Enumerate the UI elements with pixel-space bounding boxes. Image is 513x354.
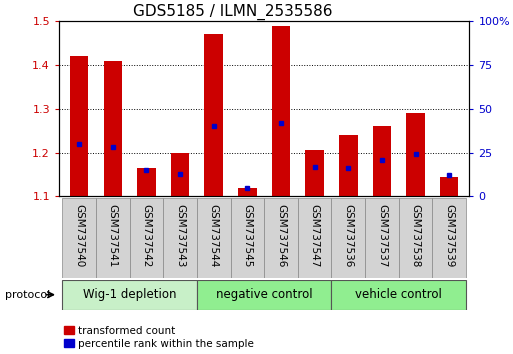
Text: GSM737547: GSM737547 <box>310 204 320 267</box>
Bar <box>205 34 223 196</box>
Text: GSM737543: GSM737543 <box>175 204 185 267</box>
Text: vehicle control: vehicle control <box>356 288 442 301</box>
Bar <box>406 113 425 196</box>
Bar <box>230 198 264 278</box>
Text: GDS5185 / ILMN_2535586: GDS5185 / ILMN_2535586 <box>133 4 332 20</box>
Bar <box>339 135 358 196</box>
Legend: transformed count, percentile rank within the sample: transformed count, percentile rank withi… <box>64 326 253 349</box>
Bar <box>264 198 298 278</box>
Bar <box>104 61 122 196</box>
Bar <box>372 126 391 196</box>
Text: GSM737542: GSM737542 <box>142 204 151 267</box>
Bar <box>197 280 331 310</box>
Text: negative control: negative control <box>216 288 312 301</box>
Text: GSM737541: GSM737541 <box>108 204 118 267</box>
Text: GSM737538: GSM737538 <box>410 204 421 267</box>
Text: GSM737544: GSM737544 <box>209 204 219 267</box>
Bar <box>440 177 459 196</box>
Bar <box>238 188 256 196</box>
Bar <box>298 198 331 278</box>
Text: GSM737545: GSM737545 <box>242 204 252 267</box>
Bar <box>63 198 96 278</box>
Bar <box>70 56 88 196</box>
Text: GSM737539: GSM737539 <box>444 204 454 267</box>
Text: protocol: protocol <box>5 290 50 300</box>
Bar <box>137 168 156 196</box>
Bar <box>171 153 189 196</box>
Bar <box>130 198 163 278</box>
Text: Wig-1 depletion: Wig-1 depletion <box>83 288 176 301</box>
Bar <box>163 198 197 278</box>
Text: GSM737540: GSM737540 <box>74 204 84 267</box>
Bar <box>96 198 130 278</box>
Bar <box>399 198 432 278</box>
Bar <box>272 25 290 196</box>
Text: GSM737537: GSM737537 <box>377 204 387 267</box>
Text: GSM737536: GSM737536 <box>343 204 353 267</box>
Bar <box>331 280 466 310</box>
Bar <box>63 280 197 310</box>
Bar <box>305 150 324 196</box>
Bar <box>331 198 365 278</box>
Bar <box>432 198 466 278</box>
Text: GSM737546: GSM737546 <box>276 204 286 267</box>
Bar <box>197 198 230 278</box>
Bar <box>365 198 399 278</box>
